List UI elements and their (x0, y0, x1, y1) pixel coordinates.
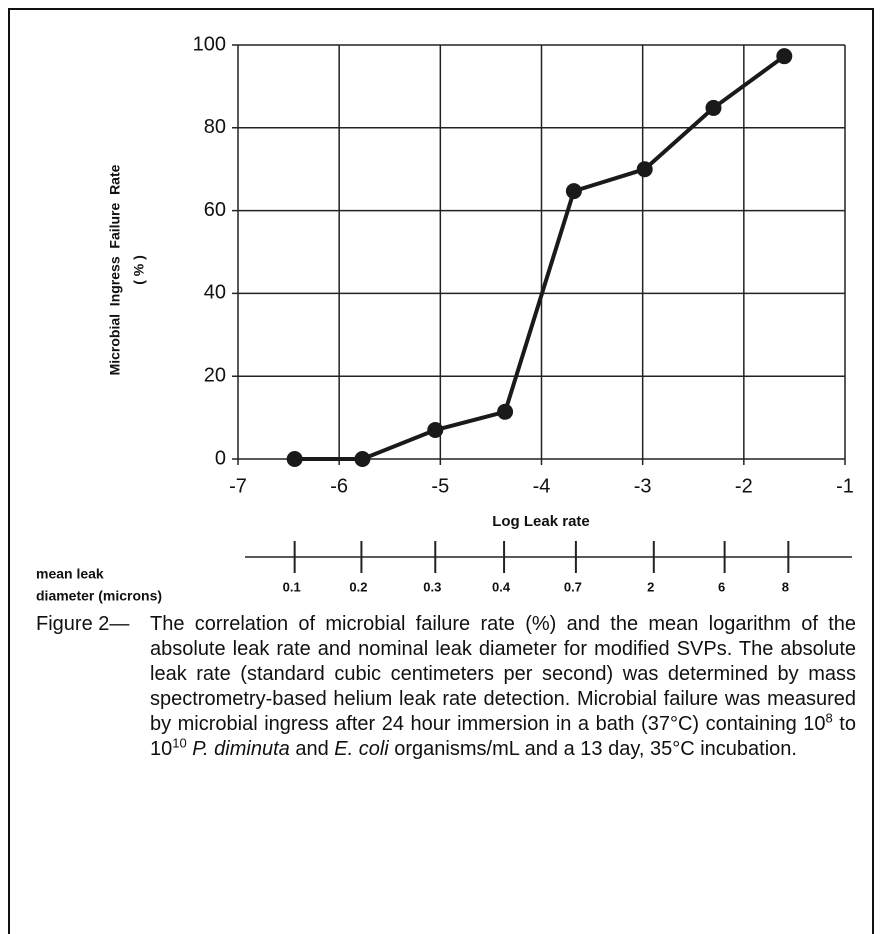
x-tick-label: -1 (836, 475, 854, 497)
caption-label: Figure 2— (36, 613, 130, 635)
caption-text: E. coli (334, 738, 389, 760)
data-line (294, 54, 786, 461)
data-point (286, 451, 303, 467)
y-tick-label: 60 (204, 199, 226, 221)
x2-tick-label: 0.3 (423, 579, 441, 594)
data-point (565, 183, 582, 200)
caption-body: The correlation of microbial failure rat… (150, 612, 856, 762)
caption-text: 8 (825, 710, 833, 726)
y-tick-label: 20 (204, 364, 226, 386)
data-point (636, 161, 653, 178)
x2-axis-label: diameter (microns) (36, 588, 162, 604)
x-tick-label: -4 (533, 475, 551, 497)
caption: Figure 2— The correlation of microbial f… (36, 612, 856, 762)
data-point (427, 422, 444, 439)
caption-text: to 10 (150, 713, 856, 760)
y-tick-label: 40 (204, 282, 226, 304)
data-point (705, 99, 722, 116)
caption-text: The correlation of microbial failure rat… (150, 613, 856, 735)
frame (8, 8, 874, 934)
x2-axis-label: mean leak (36, 566, 104, 582)
x-tick-label: -3 (634, 475, 652, 497)
x2-tick-label: 6 (718, 579, 725, 594)
y-axis-label: ( % ) (131, 255, 147, 285)
caption-text: and (289, 738, 335, 760)
x2-tick-label: 8 (782, 579, 789, 594)
x2-tick-label: 0.2 (349, 579, 367, 594)
caption-text: organisms/mL and a 13 day, 35°C incubati… (388, 738, 797, 760)
data-point (354, 451, 371, 467)
x-tick-label: -5 (431, 475, 449, 497)
x2-tick-label: 2 (647, 579, 654, 594)
data-point (776, 48, 793, 65)
caption-text: P. diminuta (192, 738, 290, 760)
x-axis-label: Log Leak rate (492, 513, 590, 530)
x-tick-label: -6 (330, 475, 348, 497)
caption-text: 10 (172, 735, 187, 751)
data-point (497, 403, 514, 420)
y-axis-label: Microbial Ingress Failure Rate (107, 164, 123, 375)
y-tick-label: 100 (193, 33, 226, 55)
x2-tick-label: 0.4 (492, 579, 511, 594)
x-tick-label: -2 (735, 475, 753, 497)
x2-tick-label: 0.7 (564, 579, 582, 594)
x-tick-label: -7 (229, 475, 247, 497)
y-tick-label: 80 (204, 116, 226, 138)
y-tick-label: 0 (215, 447, 226, 469)
x2-tick-label: 0.1 (283, 579, 301, 594)
